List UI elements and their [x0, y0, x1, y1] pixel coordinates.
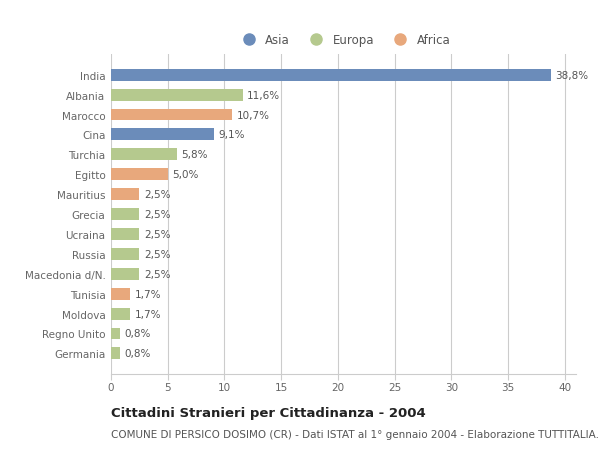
Text: 11,6%: 11,6% [247, 90, 280, 101]
Text: 1,7%: 1,7% [135, 289, 161, 299]
Text: Cittadini Stranieri per Cittadinanza - 2004: Cittadini Stranieri per Cittadinanza - 2… [111, 406, 426, 419]
Text: 2,5%: 2,5% [144, 230, 170, 240]
Legend: Asia, Europa, Africa: Asia, Europa, Africa [232, 29, 455, 51]
Text: 0,8%: 0,8% [125, 329, 151, 339]
Bar [111, 209, 139, 220]
Bar [111, 248, 139, 260]
Text: 2,5%: 2,5% [144, 190, 170, 200]
Bar [111, 229, 139, 241]
Bar [111, 149, 177, 161]
Text: 9,1%: 9,1% [219, 130, 245, 140]
Bar [111, 328, 120, 340]
Text: 5,8%: 5,8% [181, 150, 208, 160]
Text: 1,7%: 1,7% [135, 309, 161, 319]
Text: 10,7%: 10,7% [237, 110, 270, 120]
Text: COMUNE DI PERSICO DOSIMO (CR) - Dati ISTAT al 1° gennaio 2004 - Elaborazione TUT: COMUNE DI PERSICO DOSIMO (CR) - Dati IST… [111, 429, 600, 439]
Text: 2,5%: 2,5% [144, 269, 170, 279]
Text: 5,0%: 5,0% [172, 170, 199, 180]
Bar [111, 90, 242, 101]
Text: 2,5%: 2,5% [144, 210, 170, 219]
Bar [111, 308, 130, 320]
Text: 2,5%: 2,5% [144, 249, 170, 259]
Bar [111, 347, 120, 359]
Bar [111, 268, 139, 280]
Bar [111, 169, 168, 181]
Bar [111, 129, 214, 141]
Text: 38,8%: 38,8% [556, 71, 589, 80]
Bar [111, 288, 130, 300]
Bar [111, 189, 139, 201]
Bar [111, 109, 232, 121]
Text: 0,8%: 0,8% [125, 349, 151, 358]
Bar [111, 70, 551, 82]
